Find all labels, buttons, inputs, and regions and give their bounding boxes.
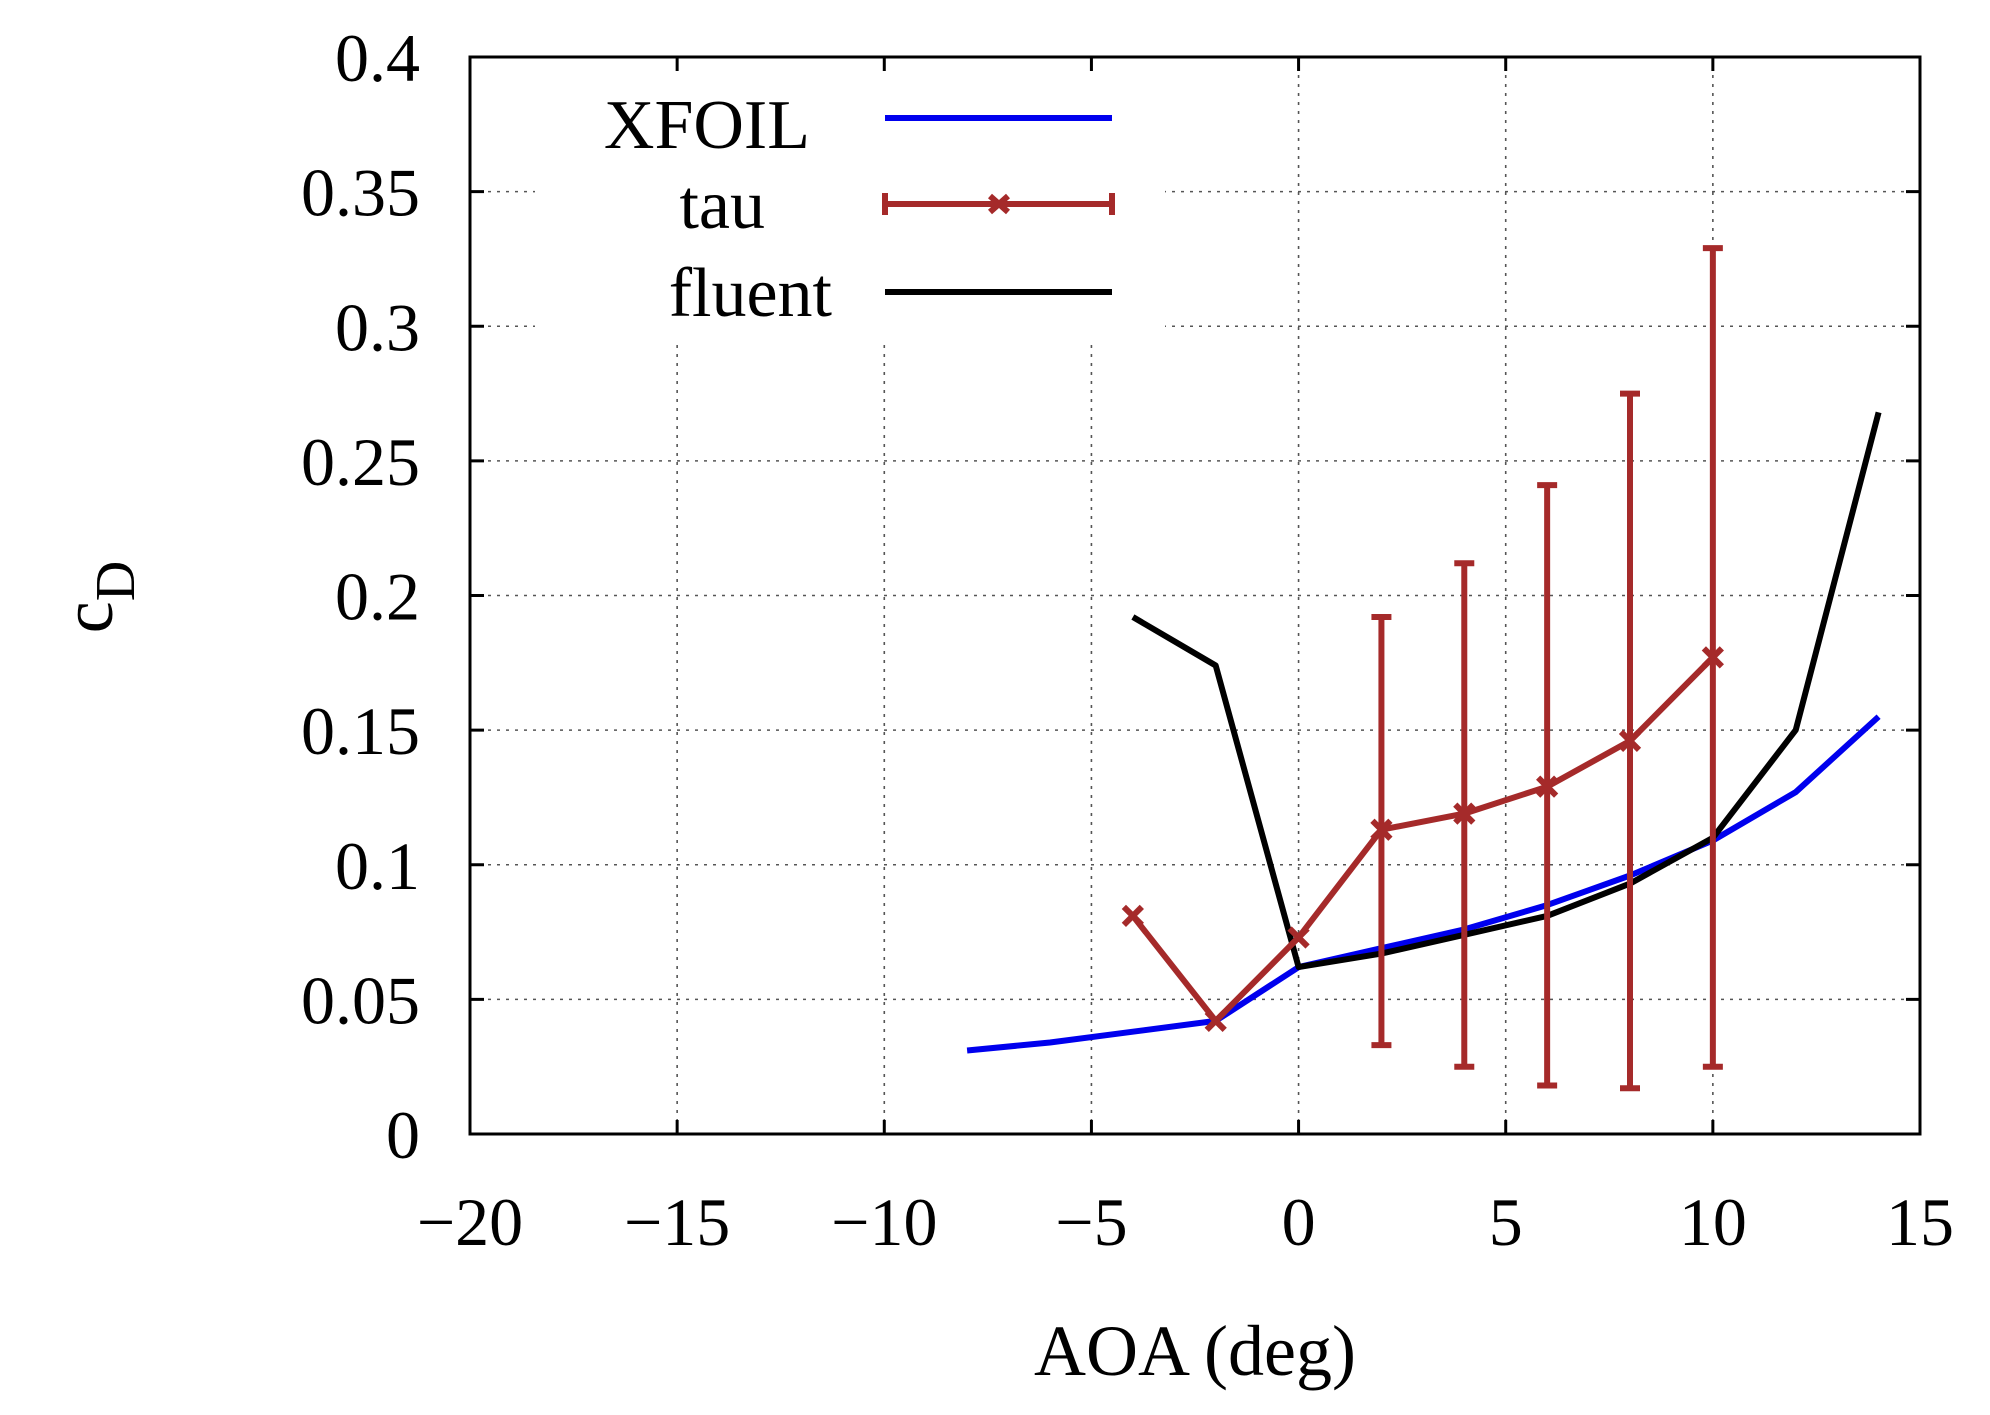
data-point-tau: [1287, 926, 1310, 949]
x-tick-label: 0: [1282, 1184, 1316, 1260]
x-axis: −20 −15 −10 −5 0 5 10 15: [417, 57, 1954, 1260]
series-tau: [1121, 245, 1724, 1092]
y-axis: 0 0.05 0.1 0.15 0.2 0.25 0.3 0.35 0.4: [301, 20, 1920, 1173]
data-point-tau: [1453, 802, 1476, 825]
legend-label-tau: tau: [679, 167, 765, 244]
legend-label-xfoil: XFOIL: [604, 87, 810, 164]
data-point-tau: [1701, 646, 1724, 669]
grid: [470, 57, 1920, 1134]
x-tick-label: 15: [1886, 1184, 1954, 1260]
data-point-tau: [1121, 904, 1144, 928]
y-axis-title-subscript: D: [85, 561, 147, 601]
y-tick-label: 0.35: [301, 155, 420, 231]
x-tick-label: −10: [831, 1184, 937, 1260]
y-tick-label: 0.05: [301, 962, 420, 1038]
y-tick-label: 0.1: [335, 828, 420, 904]
series-line-xfoil: [966, 714, 1881, 1054]
x-tick-label: −5: [1055, 1184, 1127, 1260]
data-point-tau: [1536, 775, 1559, 798]
data-point-tau: [1204, 1009, 1227, 1033]
series-xfoil: [966, 714, 1881, 1054]
y-tick-label: 0.4: [335, 20, 420, 96]
svg-text:cD: cD: [48, 561, 147, 633]
y-axis-title-main: c: [48, 601, 128, 633]
data-point-tau: [1370, 818, 1393, 841]
x-axis-title: AOA (deg): [1034, 1311, 1356, 1391]
series-line-fluent: [1131, 411, 1882, 971]
y-tick-label: 0.2: [335, 559, 420, 635]
y-tick-label: 0: [386, 1097, 420, 1173]
x-tick-label: −15: [624, 1184, 730, 1260]
y-tick-label: 0.15: [301, 693, 420, 769]
legend: XFOIL tau fluent: [535, 75, 1165, 340]
x-tick-label: 5: [1489, 1184, 1523, 1260]
x-tick-label: −20: [417, 1184, 523, 1260]
plot-area: [966, 245, 1882, 1092]
y-tick-label: 0.3: [335, 289, 420, 365]
x-tick-label: 10: [1679, 1184, 1747, 1260]
legend-label-fluent: fluent: [669, 255, 833, 332]
y-axis-title: cD: [48, 561, 147, 633]
y-tick-label: 0.25: [301, 424, 420, 500]
series-line-tau: [1130, 655, 1716, 1024]
series-fluent: [1131, 411, 1882, 971]
data-point-tau: [1618, 729, 1642, 753]
legend-swatch-tau: [882, 193, 1115, 215]
